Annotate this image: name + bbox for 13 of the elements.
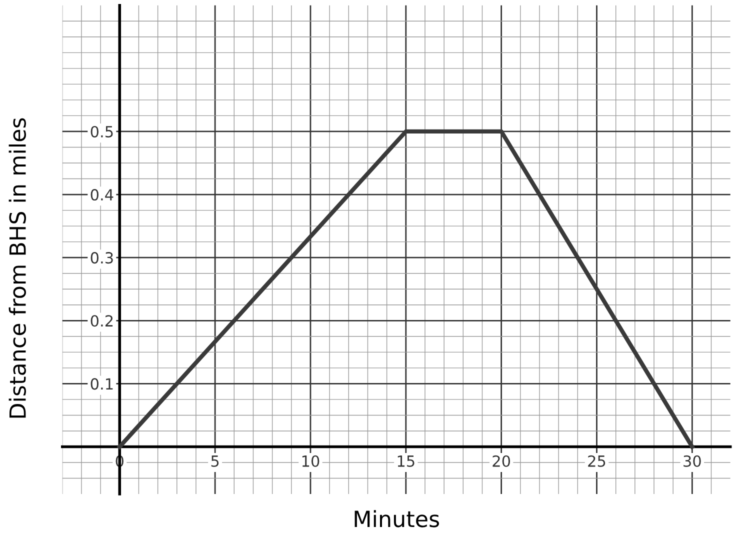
x-tick-label: 30	[684, 455, 701, 467]
x-tick-label: 5	[211, 456, 219, 467]
x-tick-label: 25	[588, 455, 606, 467]
y-tick-label: 0.3	[90, 252, 113, 264]
x-axis-title: Minutes	[354, 510, 440, 528]
y-tick-label: 0.5	[90, 126, 113, 138]
x-tick-label: 15	[398, 456, 414, 467]
y-axis-title: Distance from BHS in miles	[8, 118, 26, 418]
y-tick-label: 0.2	[90, 315, 113, 327]
y-tick-label: 0.1	[90, 378, 113, 390]
x-tick-label: 10	[302, 455, 320, 467]
y-tick-label: 0.4	[90, 189, 114, 201]
x-tick-label: 20	[492, 455, 510, 467]
